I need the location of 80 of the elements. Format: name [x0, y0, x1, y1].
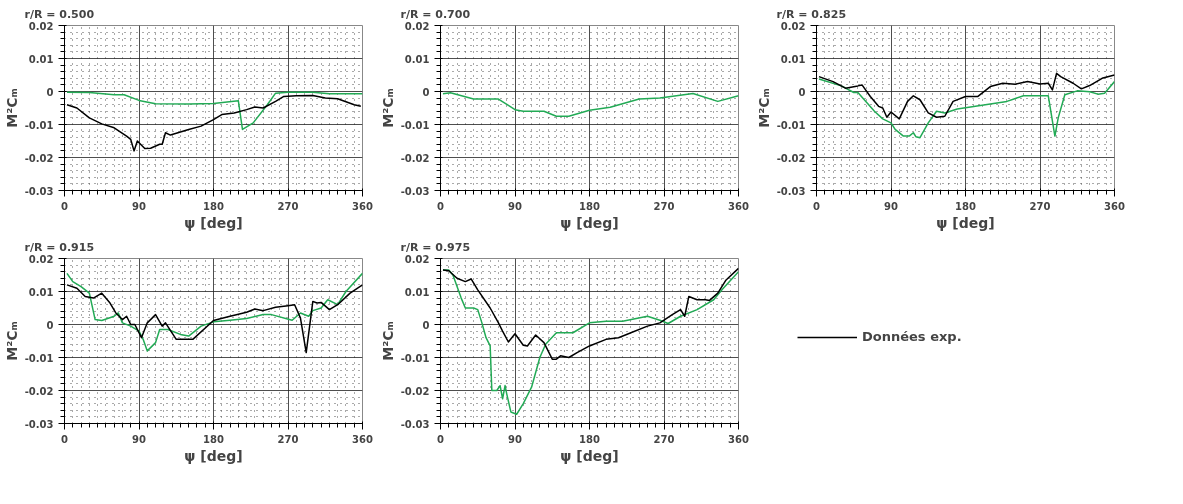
y-tick-label: -0.03 — [24, 185, 54, 197]
line-series — [66, 94, 362, 152]
y-axis-title: M²Cₘ — [3, 88, 20, 128]
y-tick-label: -0.03 — [400, 418, 430, 430]
y-tick-label: -0.03 — [24, 418, 54, 430]
y-tick-label: -0.01 — [776, 119, 806, 131]
y-tick-label: -0.02 — [400, 152, 430, 164]
y-tick-label: -0.01 — [24, 119, 54, 131]
y-tick-label: 0.01 — [404, 286, 430, 298]
x-axis-title: ψ [deg] — [560, 214, 619, 231]
x-tick-label: 0 — [61, 200, 69, 212]
x-tick-label: 270 — [1029, 200, 1051, 212]
y-tick-label: 0.01 — [780, 53, 806, 65]
y-tick-label: 0.02 — [28, 20, 54, 32]
y-tick-label: 0.01 — [28, 286, 54, 298]
y-tick-label: -0.02 — [24, 152, 54, 164]
x-tick-label: 180 — [203, 433, 224, 445]
chart-title: r/R = 0.975 — [400, 240, 471, 254]
chart-title: r/R = 0.825 — [776, 7, 847, 21]
x-tick-label: 0 — [813, 200, 821, 212]
x-tick-label: 90 — [508, 433, 522, 445]
x-tick-label: 90 — [132, 433, 146, 445]
y-tick-label: 0.02 — [404, 20, 430, 32]
x-axis-title: ψ [deg] — [184, 214, 243, 231]
y-axis-title: M²Cₘ — [755, 88, 772, 128]
x-tick-label: 180 — [955, 200, 976, 212]
x-tick-label: 0 — [437, 433, 445, 445]
line-series — [442, 267, 739, 360]
x-axis-title: ψ [deg] — [560, 447, 619, 464]
x-tick-label: 180 — [579, 200, 600, 212]
y-tick-label: -0.02 — [24, 385, 54, 397]
chart-title: r/R = 0.915 — [24, 240, 95, 254]
y-tick-label: 0.01 — [28, 53, 54, 65]
y-tick-label: 0 — [46, 86, 54, 98]
x-tick-label: 360 — [352, 200, 373, 212]
y-axis-title: M²Cₘ — [379, 88, 396, 128]
x-tick-label: 360 — [728, 433, 749, 445]
y-axis-title: M²Cₘ — [3, 321, 20, 361]
x-tick-label: 0 — [437, 200, 445, 212]
x-tick-label: 270 — [653, 433, 675, 445]
y-tick-label: 0 — [798, 86, 806, 98]
line-series — [442, 269, 739, 416]
y-tick-label: -0.01 — [400, 352, 430, 364]
x-tick-label: 180 — [203, 200, 224, 212]
x-tick-label: 360 — [1104, 200, 1125, 212]
y-tick-label: -0.03 — [776, 185, 806, 197]
line-series — [442, 92, 739, 117]
x-tick-label: 90 — [508, 200, 522, 212]
y-tick-label: 0 — [46, 319, 54, 331]
line-series — [66, 284, 363, 354]
y-axis-title: M²Cₘ — [379, 321, 396, 361]
y-tick-label: 0.02 — [780, 20, 806, 32]
x-tick-label: 360 — [728, 200, 749, 212]
x-tick-label: 270 — [277, 433, 299, 445]
legend-label: Données exp. — [862, 329, 962, 344]
y-tick-label: -0.03 — [400, 185, 430, 197]
y-tick-label: -0.01 — [400, 119, 430, 131]
x-axis-title: ψ [deg] — [936, 214, 995, 231]
y-tick-label: 0.02 — [404, 253, 430, 265]
y-tick-label: 0.02 — [28, 253, 54, 265]
x-tick-label: 90 — [884, 200, 898, 212]
line-series — [66, 91, 363, 131]
x-tick-label: 270 — [653, 200, 675, 212]
x-tick-label: 90 — [132, 200, 146, 212]
line-series — [818, 78, 1115, 139]
x-tick-label: 360 — [352, 433, 373, 445]
x-tick-label: 270 — [277, 200, 299, 212]
x-tick-label: 0 — [61, 433, 69, 445]
line-series — [818, 72, 1115, 120]
x-tick-label: 180 — [579, 433, 600, 445]
chart-title: r/R = 0.700 — [400, 7, 471, 21]
y-tick-label: 0.01 — [404, 53, 430, 65]
y-tick-label: -0.02 — [776, 152, 806, 164]
x-axis-title: ψ [deg] — [184, 447, 243, 464]
y-tick-label: 0 — [422, 86, 430, 98]
chart-title: r/R = 0.500 — [24, 7, 95, 21]
y-tick-label: -0.02 — [400, 385, 430, 397]
line-series — [66, 272, 363, 352]
y-tick-label: 0 — [422, 319, 430, 331]
y-tick-label: -0.01 — [24, 352, 54, 364]
